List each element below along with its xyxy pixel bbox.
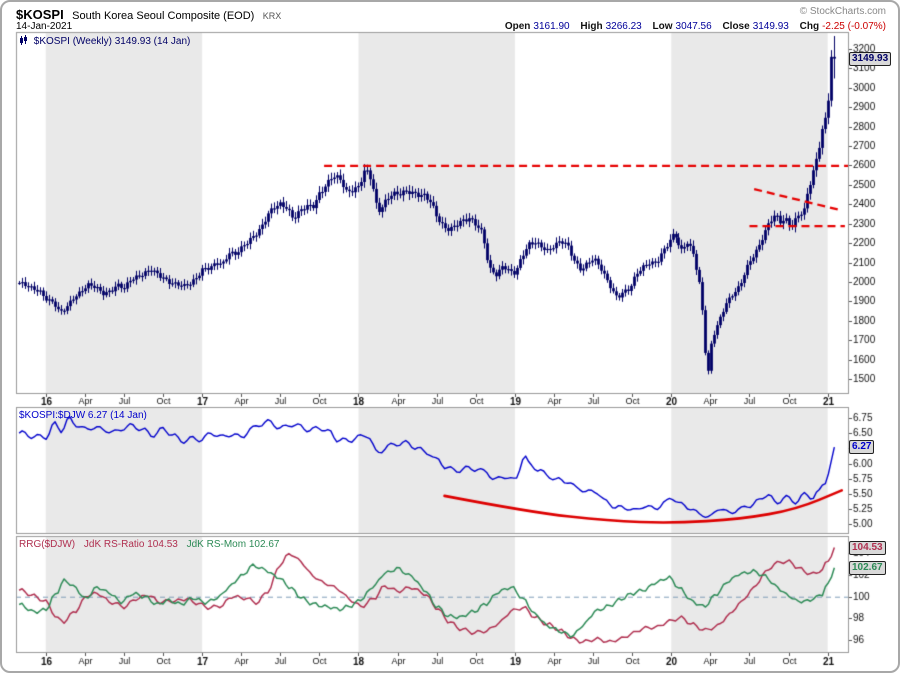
low-label: Low: [652, 21, 673, 32]
ratio-panel-legend: $KOSPI:$DJW 6.27 (14 Jan): [19, 410, 147, 421]
price-panel-legend: $KOSPI (Weekly) 3149.93 (14 Jan): [19, 35, 190, 49]
rrg-panel-legend: RRG($DJW) JdK RS-Ratio 104.53 JdK RS-Mom…: [19, 539, 285, 550]
exchange-label: KRX: [262, 11, 282, 21]
symbol-title: $KOSPI: [16, 7, 64, 22]
ratio-last-value-box: 6.27: [849, 440, 875, 454]
price-legend-text: $KOSPI (Weekly) 3149.93 (14 Jan): [33, 36, 191, 47]
rs-ratio-last-value-box: 104.53: [849, 541, 886, 555]
price-last-value-box: 3149.93: [849, 52, 892, 66]
rrg-rs-mom-label: JdK RS-Mom 102.67: [186, 539, 280, 550]
chart-header: © StockCharts.com $KOSPI South Korea Seo…: [16, 6, 886, 22]
open-label: Open: [504, 21, 531, 32]
chg-value: -2.25 (-0.07%): [822, 21, 886, 32]
ohlc-quote: Open 3161.90 High 3266.23 Low 3047.56 Close…: [497, 21, 886, 32]
symbol-name: South Korea Seoul Composite (EOD): [72, 10, 255, 22]
high-value: 3266.23: [605, 21, 642, 32]
chart-date: 14-Jan-2021: [16, 21, 73, 32]
chg-label: Chg: [799, 21, 820, 32]
rs-mom-last-value-box: 102.67: [849, 561, 886, 575]
rrg-symbol-label: RRG($DJW): [19, 539, 76, 550]
open-value: 3161.90: [533, 21, 570, 32]
rrg-rs-ratio-label: JdK RS-Ratio 104.53: [83, 539, 178, 550]
copyright-label: © StockCharts.com: [799, 6, 886, 17]
high-label: High: [580, 21, 603, 32]
candlestick-icon: [19, 35, 28, 49]
close-label: Close: [722, 21, 750, 32]
low-value: 3047.56: [675, 21, 712, 32]
close-value: 3149.93: [752, 21, 789, 32]
quote-row: Open 3161.90 High 3266.23 Low 3047.56 Close…: [16, 21, 886, 33]
